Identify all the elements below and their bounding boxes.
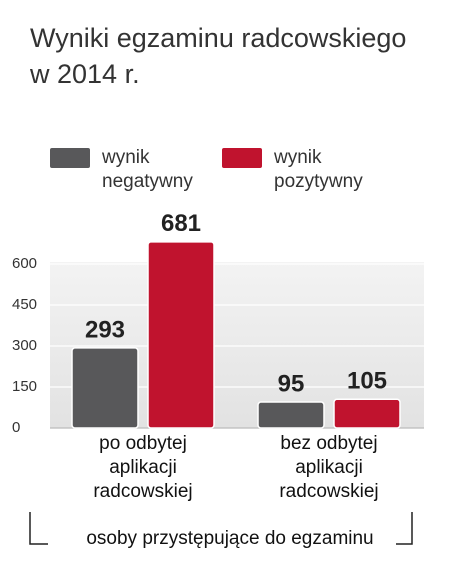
axis-bracket [29, 512, 413, 545]
value-label: 293 [85, 316, 125, 343]
x-tick-label: po odbytej aplikacji radcowskiej [93, 433, 193, 502]
title-line: Wyniki egzaminu radcowskiego [30, 23, 407, 53]
value-label: 105 [347, 368, 387, 395]
y-tick-label: 600 [12, 255, 37, 272]
y-tick-label: 300 [12, 337, 37, 354]
legend-swatch [222, 148, 262, 168]
y-tick-label: 0 [12, 419, 20, 436]
bar [71, 347, 139, 429]
bar [333, 398, 401, 429]
y-tick-label: 450 [12, 296, 37, 313]
legend-label: wynik pozytywny [274, 147, 363, 192]
x-tick-label: bez odbytej aplikacji radcowskiej [279, 433, 379, 502]
legend-label: wynik negatywny [102, 147, 193, 192]
bar [257, 401, 325, 429]
bar [147, 241, 215, 429]
title-line: w 2014 r. [30, 59, 140, 89]
chart-title: Wyniki egzaminu radcowskiego w 2014 r. [30, 20, 406, 92]
legend-swatch [50, 148, 90, 168]
x-axis-label: osoby przystępujące do egzaminu [86, 528, 374, 549]
value-label: 681 [161, 210, 201, 237]
value-label: 95 [278, 370, 305, 397]
y-tick-label: 150 [12, 378, 37, 395]
